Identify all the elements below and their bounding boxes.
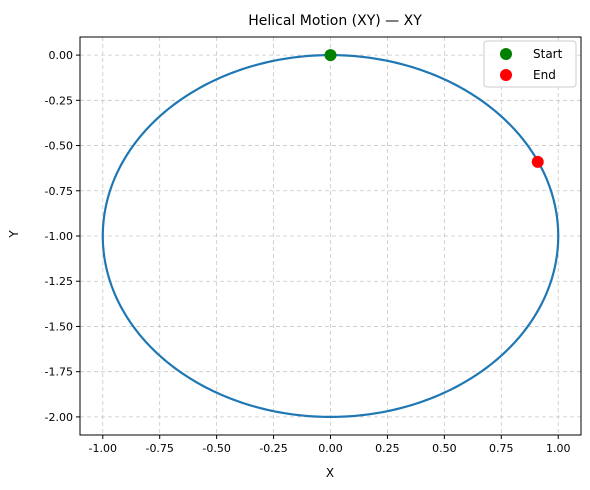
marker-start bbox=[324, 49, 337, 62]
y-ticks: 0.00 -0.25 -0.50 -0.75 -1.00 -1.25 -1.50 -1.75 -… bbox=[45, 49, 80, 424]
x-tick-label: 0.00 bbox=[318, 442, 343, 455]
grid bbox=[80, 37, 581, 435]
y-axis-label: Y bbox=[7, 230, 21, 239]
legend-label-end: End bbox=[533, 68, 556, 82]
y-tick-label: -1.25 bbox=[45, 275, 73, 288]
legend: Start End bbox=[483, 40, 577, 88]
series-group bbox=[101, 53, 560, 419]
series-line bbox=[101, 53, 560, 419]
y-tick-label: -0.25 bbox=[45, 94, 73, 107]
y-tick-label: -1.75 bbox=[45, 366, 73, 379]
x-axis-label: X bbox=[326, 466, 334, 480]
chart-title: Helical Motion (XY) — XY bbox=[248, 13, 422, 29]
x-tick-label: 1.00 bbox=[546, 442, 571, 455]
x-tick-label: 0.50 bbox=[432, 442, 457, 455]
legend-marker-end bbox=[500, 69, 512, 81]
marker-end bbox=[531, 155, 544, 168]
x-tick-label: 0.25 bbox=[375, 442, 400, 455]
y-tick-label: -1.00 bbox=[45, 230, 73, 243]
y-tick-label: -0.50 bbox=[45, 140, 73, 153]
y-tick-label: -0.75 bbox=[45, 185, 73, 198]
legend-label-start: Start bbox=[533, 47, 563, 61]
y-tick-label: -1.50 bbox=[45, 320, 73, 333]
y-tick-label: -2.00 bbox=[45, 411, 73, 424]
x-tick-label: 0.75 bbox=[489, 442, 514, 455]
y-tick-label: 0.00 bbox=[49, 49, 74, 62]
x-tick-label: -0.75 bbox=[145, 442, 173, 455]
x-tick-label: -0.50 bbox=[202, 442, 230, 455]
x-tick-label: -0.25 bbox=[259, 442, 287, 455]
x-tick-label: -1.00 bbox=[89, 442, 117, 455]
x-ticks: -1.00 -0.75 -0.50 -0.25 0.00 0.25 0.50 0.75 1.00 bbox=[89, 435, 571, 455]
legend-marker-start bbox=[500, 48, 512, 60]
markers-group bbox=[324, 49, 544, 168]
